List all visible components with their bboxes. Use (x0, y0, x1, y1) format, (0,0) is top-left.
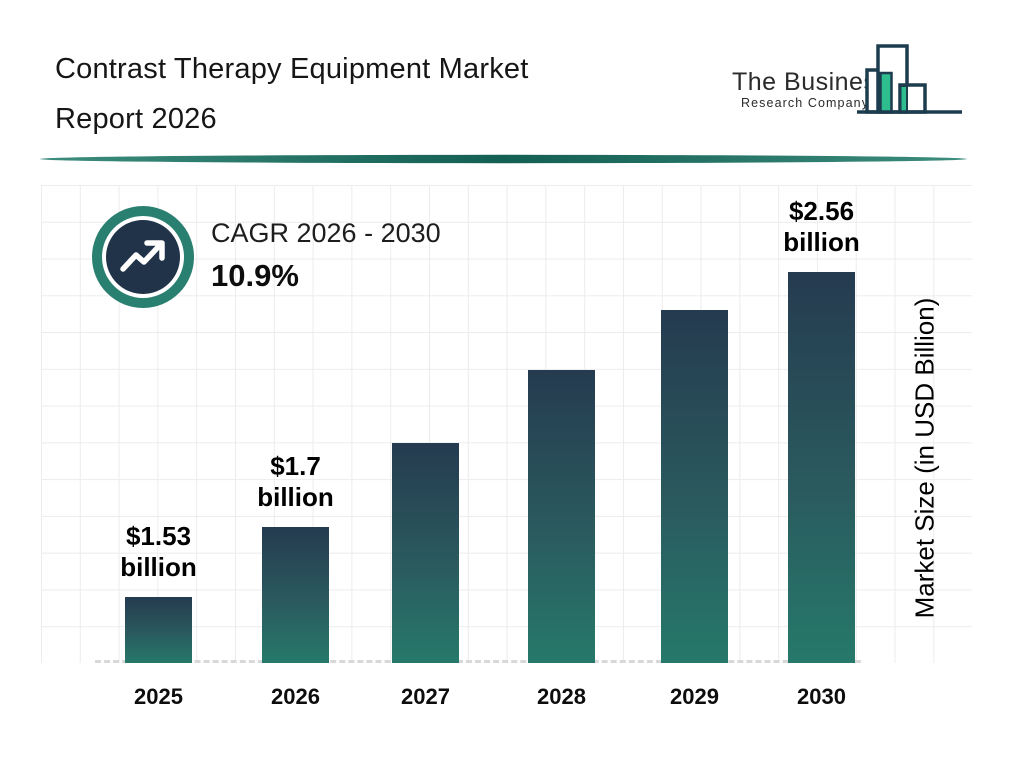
bar-2025 (125, 597, 192, 663)
x-tick-2028: 2028 (537, 684, 586, 709)
bar-2027 (392, 443, 459, 663)
logo-name: The Business (732, 68, 890, 96)
cagr-period-label: CAGR 2026 - 2030 (211, 218, 441, 248)
bar-2028 (528, 370, 595, 663)
x-tick-2029: 2029 (670, 684, 719, 709)
cagr-badge (92, 206, 194, 308)
page-title: Contrast Therapy Equipment Market Report… (55, 53, 529, 135)
bar-2026 (262, 527, 329, 663)
logo-subname: Research Company (741, 96, 870, 110)
dashed-baseline (95, 660, 861, 663)
bar-2030 (788, 272, 855, 663)
value-label-2026: $1.7 billion (257, 451, 334, 512)
cagr-badge-ring (102, 216, 184, 298)
x-tick-2027: 2027 (401, 684, 450, 709)
x-tick-2025: 2025 (134, 684, 183, 709)
logo: The Business Research Company (700, 30, 1000, 130)
bar-2029 (661, 310, 728, 663)
x-tick-2026: 2026 (271, 684, 320, 709)
y-axis-label: Market Size (in USD Billion) (909, 297, 940, 619)
x-tick-2030: 2030 (797, 684, 846, 709)
logo-chart-icon (857, 44, 962, 114)
cagr-value: 10.9% (211, 258, 299, 293)
title-divider (40, 154, 967, 164)
trend-up-icon (120, 240, 165, 272)
value-label-2030: $2.56 billion (783, 196, 860, 257)
value-label-2025: $1.53 billion (120, 521, 197, 582)
cagr-badge-core (106, 220, 180, 294)
